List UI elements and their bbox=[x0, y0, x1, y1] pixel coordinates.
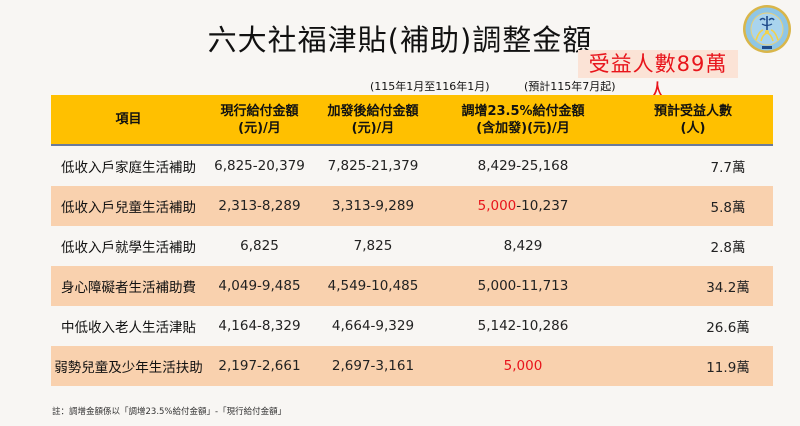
cell-bonus: 3,313-9,289 bbox=[313, 186, 433, 226]
beneficiaries-badge: 受益人數89萬人 bbox=[578, 50, 738, 104]
col-header-beneficiaries: 預計受益人數 (人) bbox=[613, 95, 773, 146]
subsidy-table: 項目 現行給付金額 (元)/月 加發後給付金額 (元)/月 調增23.5%給付金額(… bbox=[51, 95, 773, 386]
table-row: 身心障礙者生活補助費 4,049-9,485 4,549-10,485 5,00… bbox=[51, 266, 773, 306]
cell-item: 低收入戶家庭生活補助 bbox=[61, 160, 196, 176]
cell-beneficiaries: 11.9萬 bbox=[613, 346, 773, 386]
cell-item: 低收入戶兒童生活補助 bbox=[51, 186, 206, 226]
footnote: 註：調增金額係以「調增23.5%給付金額」-「現行給付金額」 bbox=[52, 407, 287, 417]
ministry-seal-icon bbox=[743, 5, 791, 53]
cell-beneficiaries: 7.7萬 bbox=[710, 160, 746, 176]
col-header-bonus: 加發後給付金額 (元)/月 bbox=[313, 95, 433, 146]
table-row: 低收入戶家庭生活補助 6,825-20,379 7,825-21,379 8,4… bbox=[51, 145, 773, 186]
page-title: 六大社福津貼(補助)調整金額 bbox=[207, 23, 593, 57]
col-header-current: 現行給付金額 (元)/月 bbox=[206, 95, 313, 146]
cell-item: 中低收入老人生活津貼 bbox=[61, 320, 196, 336]
cell-item: 低收入戶就學生活補助 bbox=[61, 240, 196, 256]
cell-beneficiaries: 5.8萬 bbox=[613, 186, 773, 226]
cell-increase: 8,429 bbox=[503, 238, 543, 254]
cell-increase: 5,142-10,286 bbox=[477, 318, 569, 334]
bonus-period-note: (115年1月至116年1月) bbox=[370, 80, 490, 93]
cell-bonus: 7,825 bbox=[353, 238, 393, 254]
table-row: 低收入戶兒童生活補助 2,313-8,289 3,313-9,289 5,000… bbox=[51, 186, 773, 226]
col-header-item: 項目 bbox=[51, 95, 206, 146]
cell-beneficiaries: 26.6萬 bbox=[706, 320, 750, 336]
cell-increase: 5,000 bbox=[433, 346, 613, 386]
cell-item: 身心障礙者生活補助費 bbox=[51, 266, 206, 306]
table-header-row: 項目 現行給付金額 (元)/月 加發後給付金額 (元)/月 調增23.5%給付金額(… bbox=[51, 95, 773, 146]
increase-start-note: (預計115年7月起) bbox=[524, 80, 616, 93]
cell-current: 2,197-2,661 bbox=[206, 346, 313, 386]
cell-bonus: 4,664-9,329 bbox=[331, 318, 415, 334]
cell-beneficiaries: 34.2萬 bbox=[613, 266, 773, 306]
cell-item: 弱勢兒童及少年生活扶助 bbox=[51, 346, 206, 386]
cell-beneficiaries: 2.8萬 bbox=[710, 240, 746, 256]
cell-increase: 5,000-11,713 bbox=[433, 266, 613, 306]
cell-bonus: 7,825-21,379 bbox=[327, 158, 419, 174]
cell-bonus: 2,697-3,161 bbox=[313, 346, 433, 386]
cell-current: 4,049-9,485 bbox=[206, 266, 313, 306]
table-row: 中低收入老人生活津貼 4,164-8,329 4,664-9,329 5,142… bbox=[51, 306, 773, 346]
cell-current: 4,164-8,329 bbox=[218, 318, 301, 334]
cell-current: 6,825 bbox=[240, 238, 279, 254]
cell-current: 6,825-20,379 bbox=[214, 158, 305, 174]
cell-increase: 8,429-25,168 bbox=[477, 158, 569, 174]
table-row: 弱勢兒童及少年生活扶助 2,197-2,661 2,697-3,161 5,00… bbox=[51, 346, 773, 386]
cell-current: 2,313-8,289 bbox=[206, 186, 313, 226]
col-header-increase: 調增23.5%給付金額 (含加發)(元)/月 bbox=[433, 95, 613, 146]
table-row: 低收入戶就學生活補助 6,825 7,825 8,429 2.8萬 bbox=[51, 226, 773, 266]
cell-increase: 5,000-10,237 bbox=[433, 186, 613, 226]
cell-bonus: 4,549-10,485 bbox=[313, 266, 433, 306]
